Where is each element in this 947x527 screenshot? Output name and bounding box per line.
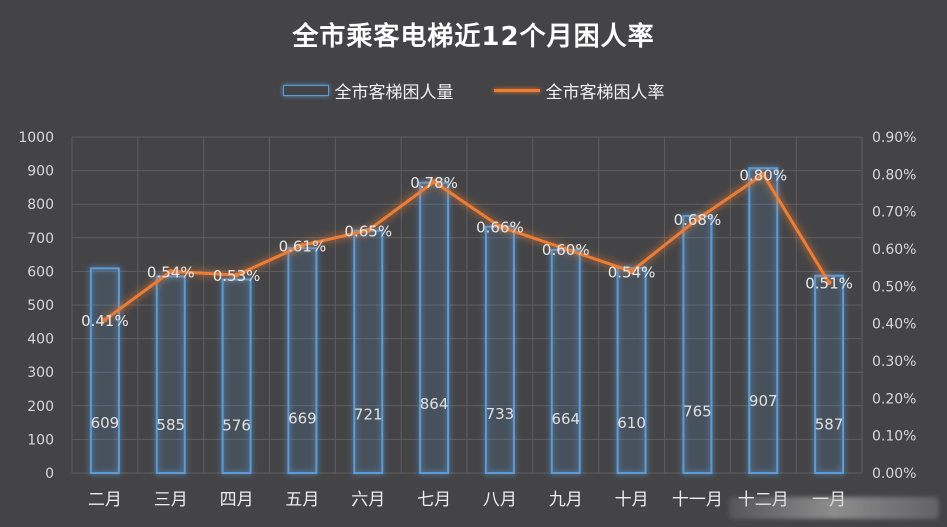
- y-left-tick-label: 1000: [18, 130, 54, 146]
- bar: [89, 267, 120, 474]
- bar: [814, 274, 845, 474]
- rate-value-label: 0.51%: [805, 275, 853, 293]
- bar-value-label: 609: [91, 414, 120, 432]
- rate-value-label: 0.66%: [476, 219, 524, 237]
- x-tick-label: 十月: [615, 490, 649, 510]
- y-left-tick-label: 800: [27, 197, 54, 213]
- rate-value-label: 0.41%: [81, 312, 129, 330]
- rate-value-label: 0.60%: [542, 241, 590, 259]
- x-tick-label: 六月: [351, 490, 385, 510]
- rate-value-label: 0.68%: [674, 211, 722, 229]
- legend-bar-label: 全市客梯困人量: [334, 83, 454, 103]
- legend-item-bar: 全市客梯困人量: [282, 78, 454, 103]
- y-right-tick-label: 0.90%: [872, 130, 916, 146]
- y-left-tick-label: 400: [27, 332, 54, 348]
- rate-point: [102, 317, 108, 323]
- y-left-tick-label: 700: [27, 231, 54, 247]
- y-left-tick-label: 500: [27, 298, 54, 314]
- rate-point: [563, 246, 569, 252]
- bar: [221, 278, 252, 474]
- y-right-tick-label: 0.80%: [872, 167, 916, 183]
- rate-point: [629, 268, 635, 274]
- y-right-tick-label: 0.10%: [872, 429, 916, 445]
- rate-value-label: 0.54%: [147, 263, 195, 281]
- bar: [484, 225, 515, 474]
- bar-value-label: 864: [420, 395, 449, 413]
- rate-point: [234, 272, 240, 278]
- bar: [353, 229, 384, 474]
- y-right-tick-label: 0.50%: [872, 279, 916, 295]
- y-left-tick-label: 100: [27, 432, 54, 448]
- rate-line: [104, 172, 831, 322]
- bar-value-label: 907: [749, 392, 778, 410]
- bar-value-label: 721: [354, 406, 383, 424]
- rate-point: [497, 224, 503, 230]
- rate-value-label: 0.80%: [739, 166, 787, 184]
- x-tick-label: 四月: [220, 490, 254, 510]
- bar: [682, 214, 713, 475]
- rate-value-label: 0.61%: [279, 237, 327, 255]
- bar-value-label: 664: [551, 410, 580, 428]
- legend: 全市客梯困人量 全市客梯困人率: [0, 78, 947, 103]
- bar: [748, 167, 779, 475]
- rate-point: [365, 227, 371, 233]
- watermark-blur: [729, 497, 939, 519]
- y-right-tick-label: 0.70%: [872, 205, 916, 221]
- x-tick-label: 三月: [154, 490, 188, 510]
- bar-value-label: 587: [815, 416, 844, 434]
- x-tick-label: 二月: [88, 490, 122, 510]
- bar-value-label: 585: [156, 416, 185, 434]
- chart-title: 全市乘客电梯近12个月困人率: [292, 22, 655, 52]
- x-tick-label: 七月: [417, 490, 451, 510]
- legend-line-label: 全市客梯困人率: [545, 83, 665, 103]
- bar-value-label: 610: [617, 414, 646, 432]
- x-tick-label: 九月: [549, 490, 583, 510]
- bar: [616, 267, 647, 475]
- bar-value-label: 733: [486, 405, 515, 423]
- bar-value-label: 669: [288, 410, 317, 428]
- legend-line-swatch: [493, 89, 540, 92]
- y-left-tick-label: 200: [27, 399, 54, 415]
- rate-value-label: 0.65%: [344, 222, 392, 240]
- rate-point: [431, 179, 437, 185]
- bar-value-label: 576: [222, 416, 251, 434]
- y-right-tick-label: 0.20%: [872, 391, 916, 407]
- bar: [419, 181, 450, 474]
- bar-value-label: 765: [683, 402, 712, 420]
- rate-value-label: 0.54%: [608, 263, 656, 281]
- x-tick-label: 八月: [483, 490, 517, 510]
- y-left-tick-label: 600: [27, 264, 54, 280]
- y-right-tick-label: 0.30%: [872, 354, 916, 370]
- bar: [550, 248, 581, 474]
- y-left-tick-label: 300: [27, 365, 54, 381]
- rate-point: [694, 216, 700, 222]
- y-right-tick-label: 0.00%: [872, 466, 916, 482]
- rate-value-label: 0.78%: [410, 174, 458, 192]
- y-left-tick-label: 0: [45, 466, 54, 482]
- y-left-tick-label: 900: [27, 164, 54, 180]
- x-tick-label: 十一月: [672, 490, 723, 510]
- rate-point: [168, 268, 174, 274]
- legend-bar-swatch: [282, 85, 329, 96]
- y-right-tick-label: 0.40%: [872, 317, 916, 333]
- rate-point: [299, 242, 305, 248]
- bar: [287, 247, 318, 474]
- y-right-tick-label: 0.60%: [872, 242, 916, 258]
- rate-point: [826, 280, 832, 286]
- legend-item-line: 全市客梯困人率: [493, 78, 665, 103]
- rate-value-label: 0.53%: [213, 267, 261, 285]
- bar: [155, 275, 186, 474]
- rate-point: [760, 171, 766, 177]
- x-tick-label: 五月: [285, 490, 319, 510]
